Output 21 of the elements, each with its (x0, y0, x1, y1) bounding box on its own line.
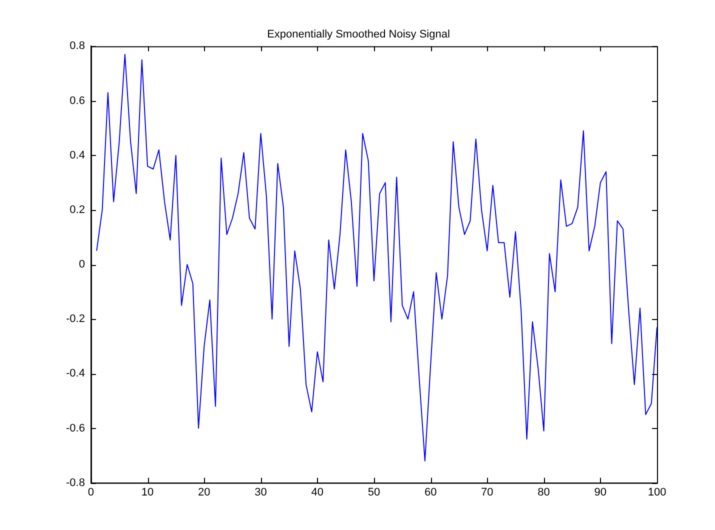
y-tick-label: 0.2 (70, 204, 85, 216)
y-tick-label: -0.2 (66, 313, 85, 326)
y-tick-label: 0.4 (70, 149, 85, 162)
x-tick-label: 100 (648, 486, 666, 498)
x-tick-label: 30 (254, 486, 267, 498)
x-tick-label: 90 (594, 486, 607, 498)
y-tick-label: -0.6 (66, 422, 85, 434)
x-tick-label: 40 (311, 486, 324, 498)
y-tick-label: 0.8 (70, 40, 85, 52)
y-tick-label: 0 (78, 258, 85, 271)
x-tick-label: 50 (368, 486, 380, 498)
x-tick-label: 60 (424, 486, 437, 498)
y-tick-label: 0.6 (70, 94, 85, 107)
y-tick-label: -0.8 (66, 476, 85, 489)
y-tick-label: -0.4 (66, 368, 85, 380)
x-tick-label: 70 (481, 486, 494, 498)
x-tick-label: 80 (538, 486, 550, 498)
x-tick-label: 20 (198, 486, 210, 498)
chart-title: Exponentially Smoothed Noisy Signal (267, 28, 450, 41)
x-tick-label: 0 (88, 486, 94, 498)
x-tick-label: 10 (141, 486, 154, 498)
